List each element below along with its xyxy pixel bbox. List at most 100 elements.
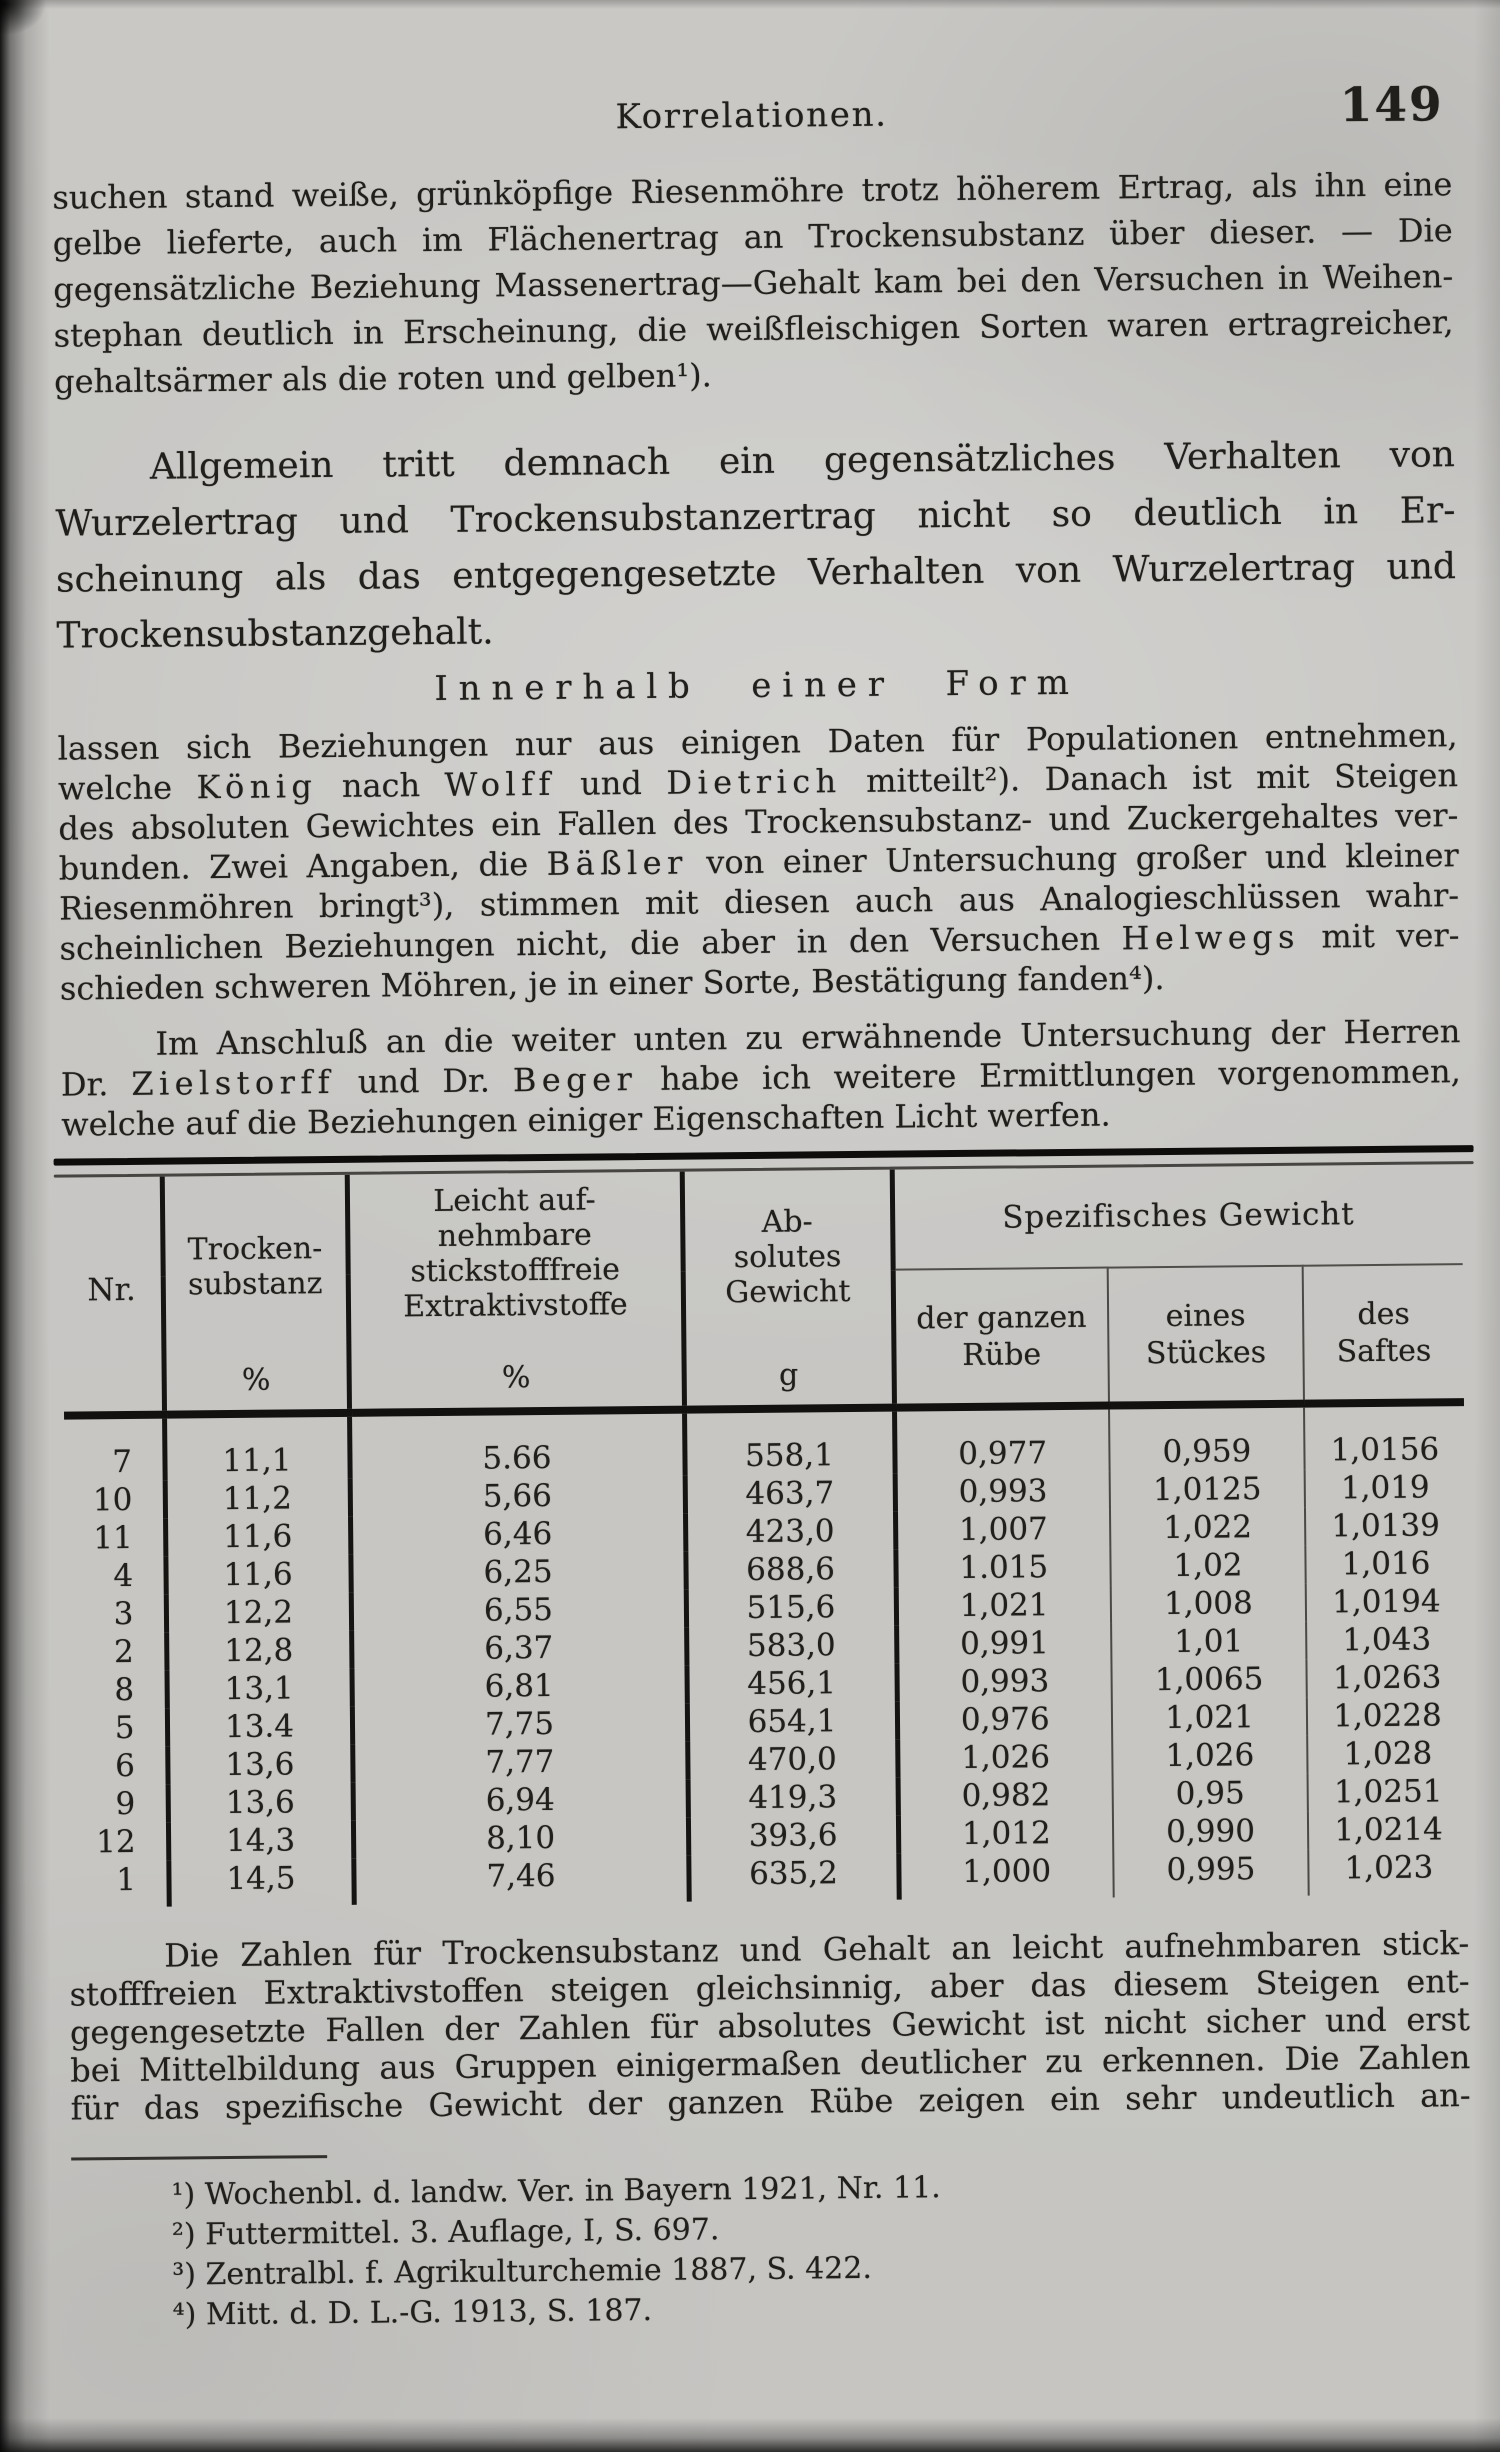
page-number: 149 [1339, 77, 1444, 134]
table-cell: 7 [112, 1443, 133, 1481]
table-cell: 0,993 [896, 1661, 1112, 1702]
col-header-spezifisches-gewicht-label: Spezifisches Gewicht [1002, 1196, 1355, 1236]
text-line: Extraktivstoffe [403, 1287, 628, 1325]
table-cell: 419,3 [687, 1777, 898, 1818]
text-line: Stückes [1145, 1334, 1267, 1371]
table-cell: 10 [92, 1481, 133, 1519]
text-line: eines [1165, 1297, 1246, 1334]
table-cell: 0,991 [896, 1623, 1112, 1664]
col-header-extraktivstoffe: Leicht auf-nehmbare stickstofffreie Extrak… [346, 1171, 685, 1413]
table-cell: 1,0214 [1307, 1810, 1469, 1850]
text-line: Leicht auf- [433, 1182, 596, 1220]
table-cell: 1,0065 [1111, 1659, 1307, 1700]
table-cell: 0,95 [1112, 1773, 1308, 1814]
table-cell: 393,6 [687, 1815, 899, 1856]
table-cell: 1,019 [1304, 1468, 1465, 1508]
paragraph-allgemein: Allgemein tritt demnach ein gegensätzlic… [55, 427, 1457, 664]
table-cell: 11,1 [164, 1412, 350, 1481]
text-line: stickstofffreie [410, 1252, 621, 1290]
col-header-nr: Nr. [61, 1176, 165, 1416]
table-cell: 1,0251 [1307, 1772, 1468, 1812]
table-cell: 654,1 [686, 1701, 898, 1742]
page-header: Korrelationen. 149 [51, 77, 1452, 158]
table-cell: 11,6 [165, 1554, 351, 1595]
section-heading: Innerhalb einer Form [434, 662, 1080, 710]
col-header-eines-stueckes: eines Stückes [1107, 1265, 1304, 1406]
col-header-extraktivstoffe-label: Leicht auf-nehmbare stickstofffreie Extrak… [349, 1172, 680, 1325]
col-header-trockensubstanz: Trocken-substanz % [161, 1174, 350, 1415]
col-unit-gram: g [778, 1357, 799, 1393]
table-cell: 11,2 [164, 1478, 351, 1519]
table-cell: 583,0 [686, 1625, 897, 1666]
table-cell: 13.4 [166, 1706, 353, 1747]
table-cell: 5.66 [349, 1409, 685, 1479]
table-cell: 6,46 [350, 1513, 686, 1555]
table-cell: 1,026 [1112, 1735, 1308, 1776]
table-cell: 13,1 [166, 1668, 352, 1709]
table-cell: 470,0 [687, 1739, 898, 1780]
table-cell: 7,77 [352, 1741, 688, 1783]
col-header-nr-label: Nr. [87, 1271, 136, 1309]
footnote-rule [71, 2155, 328, 2161]
table-cell: 456,1 [686, 1663, 897, 1704]
table-cell: 1,007 [894, 1509, 1111, 1550]
table-cell: 11,6 [165, 1516, 351, 1557]
table-cell: 6 [114, 1747, 136, 1785]
text-line: Ab- [761, 1204, 813, 1240]
letterspaced-name: Helwegs [1121, 917, 1301, 958]
running-head: Korrelationen. [615, 94, 888, 138]
col-header-trockensubstanz-label: Trocken-substanz [164, 1175, 345, 1303]
table-cell: 6,37 [351, 1627, 687, 1669]
table-cell: 8 [114, 1671, 135, 1709]
col-header-spezifisches-gewicht: Spezifisches Gewicht [891, 1164, 1463, 1270]
footnotes: ¹) Wochenbl. d. landw. Ver. in Bayern 19… [71, 2163, 1472, 2336]
page-content: Korrelationen. 149 suchen stand weiße, g… [51, 77, 1474, 2336]
text-line: Saftes [1336, 1332, 1432, 1369]
table-cell: 12,2 [165, 1592, 352, 1633]
letterspaced-name: Bäßler [546, 843, 688, 883]
table-cell: 0,990 [1112, 1811, 1309, 1852]
table-cell: 1.015 [895, 1547, 1111, 1588]
col-header-der-ganzen-ruebe: der ganzen Rübe [892, 1267, 1109, 1408]
table-cell: 0,982 [897, 1775, 1113, 1816]
table-cell: 1,008 [1110, 1583, 1307, 1624]
table-cell: 11 [93, 1519, 133, 1557]
text-line: Trocken- [187, 1231, 323, 1268]
table-cell: 5,66 [349, 1475, 686, 1517]
table-cell: 423,0 [685, 1511, 896, 1552]
col-unit-percent: % [241, 1362, 271, 1398]
table-cell: 6,81 [351, 1665, 687, 1707]
table-cell: 1,023 [1308, 1848, 1469, 1896]
table-cell: 1,021 [1111, 1697, 1308, 1738]
text-line: nehmbare [437, 1217, 593, 1254]
table-header: Nr. Trocken-substanz % Leicht auf-nehmba… [61, 1164, 1464, 1416]
col-header-absolutes-gewicht-label: Ab-solutes Gewicht [684, 1170, 890, 1311]
table-cell: 3 [113, 1595, 134, 1633]
table-cell: 1,0125 [1109, 1469, 1305, 1510]
table-cell: 635,2 [688, 1853, 899, 1902]
table-cell: 6,94 [352, 1779, 688, 1821]
table-cell: 1,0194 [1305, 1582, 1467, 1622]
paragraph-im-anschluss: Im Anschluß an die weiter unten zu erwäh… [60, 1011, 1461, 1144]
table-cell: 1,022 [1109, 1507, 1306, 1548]
table-cell: 1,000 [898, 1851, 1114, 1900]
text-line: Gewicht [725, 1274, 851, 1311]
table-cell: 1,02 [1110, 1545, 1306, 1586]
table-cell: 14,3 [167, 1820, 354, 1861]
table-cell: 1,012 [897, 1813, 1114, 1854]
paragraph-lassen-sich: lassen sich Beziehungen nur aus einigen … [57, 715, 1460, 1008]
table-cell: 8,10 [352, 1817, 689, 1859]
table-cell: 1,0228 [1306, 1696, 1468, 1736]
table-cell: 1,028 [1307, 1734, 1468, 1774]
text-line: des [1357, 1296, 1410, 1332]
table-cell: 463,7 [684, 1473, 895, 1514]
table-cell: 9 [115, 1785, 136, 1823]
table-cell: 7,46 [353, 1855, 689, 1905]
table-cell: 1,016 [1305, 1544, 1466, 1584]
letterspaced-name: Wolff [444, 764, 556, 804]
table-body: 7 11,1 5.66 558,1 0,977 0,959 1,0156 10 11,2 5,66… [64, 1402, 1469, 1907]
table-cell: 13,6 [167, 1782, 353, 1823]
table-cell: 13,6 [167, 1744, 353, 1785]
table-cell: 12,8 [166, 1630, 352, 1671]
